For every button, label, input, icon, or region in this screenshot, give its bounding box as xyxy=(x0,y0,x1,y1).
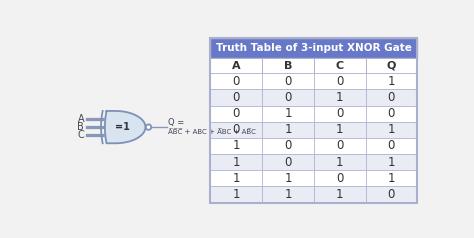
Text: 1: 1 xyxy=(284,107,292,120)
Circle shape xyxy=(146,124,151,130)
Text: 0: 0 xyxy=(336,139,343,153)
Text: 1: 1 xyxy=(232,188,240,201)
Text: 0: 0 xyxy=(233,107,240,120)
Text: 1: 1 xyxy=(232,156,240,169)
Text: 0: 0 xyxy=(336,75,343,88)
Bar xyxy=(365,138,417,154)
Text: 0: 0 xyxy=(233,91,240,104)
Bar xyxy=(262,89,314,106)
Bar xyxy=(365,73,417,89)
Text: B: B xyxy=(77,122,84,132)
Bar xyxy=(314,186,365,203)
Bar xyxy=(365,106,417,122)
Bar xyxy=(365,186,417,203)
Bar xyxy=(262,122,314,138)
Text: 1: 1 xyxy=(388,75,395,88)
Bar xyxy=(210,122,262,138)
Text: 1: 1 xyxy=(232,139,240,153)
Text: 1: 1 xyxy=(284,188,292,201)
Bar xyxy=(365,58,417,73)
Bar xyxy=(314,138,365,154)
Text: C: C xyxy=(77,130,84,140)
Bar xyxy=(210,38,417,58)
Bar xyxy=(314,73,365,89)
Bar xyxy=(210,138,262,154)
Bar xyxy=(262,106,314,122)
Text: 0: 0 xyxy=(284,139,292,153)
Text: C: C xyxy=(336,60,344,70)
Bar xyxy=(365,89,417,106)
Text: 1: 1 xyxy=(336,123,344,136)
Text: 1: 1 xyxy=(336,188,344,201)
Text: 1: 1 xyxy=(336,156,344,169)
Text: 1: 1 xyxy=(336,91,344,104)
Bar xyxy=(262,138,314,154)
Bar xyxy=(262,73,314,89)
Text: 0: 0 xyxy=(388,91,395,104)
Bar xyxy=(262,154,314,170)
Bar xyxy=(210,154,262,170)
Text: 0: 0 xyxy=(284,91,292,104)
Bar xyxy=(262,170,314,186)
Text: B: B xyxy=(284,60,292,70)
Bar xyxy=(314,106,365,122)
Bar xyxy=(314,154,365,170)
Bar xyxy=(314,170,365,186)
Text: 0: 0 xyxy=(284,156,292,169)
Text: 0: 0 xyxy=(336,107,343,120)
Bar xyxy=(210,186,262,203)
Bar xyxy=(210,38,417,203)
Text: 0: 0 xyxy=(284,75,292,88)
Text: Q =: Q = xyxy=(168,118,184,127)
Text: A̅B̅C̅ + ABC + A̅BC + AB̅C: A̅B̅C̅ + ABC + A̅BC + AB̅C xyxy=(168,129,256,135)
Text: 1: 1 xyxy=(284,172,292,185)
Text: 0: 0 xyxy=(233,123,240,136)
Bar xyxy=(314,122,365,138)
Text: A: A xyxy=(232,60,240,70)
Text: 1: 1 xyxy=(388,123,395,136)
Text: 0: 0 xyxy=(233,75,240,88)
Text: Q: Q xyxy=(387,60,396,70)
Text: Truth Table of 3-input XNOR Gate: Truth Table of 3-input XNOR Gate xyxy=(216,43,412,53)
Bar xyxy=(365,122,417,138)
Bar xyxy=(365,170,417,186)
Text: 0: 0 xyxy=(388,139,395,153)
Text: 1: 1 xyxy=(284,123,292,136)
Bar xyxy=(262,186,314,203)
Polygon shape xyxy=(105,111,146,143)
Text: 0: 0 xyxy=(388,107,395,120)
Bar xyxy=(210,58,262,73)
Bar xyxy=(314,89,365,106)
Text: 1: 1 xyxy=(388,156,395,169)
Text: 0: 0 xyxy=(336,172,343,185)
Text: 1: 1 xyxy=(232,172,240,185)
Text: A: A xyxy=(77,114,84,124)
Bar xyxy=(210,73,262,89)
Bar xyxy=(314,58,365,73)
Bar xyxy=(210,89,262,106)
Text: 1: 1 xyxy=(388,172,395,185)
Bar xyxy=(210,106,262,122)
Text: 0: 0 xyxy=(388,188,395,201)
Text: =1: =1 xyxy=(115,122,129,132)
Bar xyxy=(262,58,314,73)
Bar xyxy=(210,170,262,186)
Bar xyxy=(365,154,417,170)
